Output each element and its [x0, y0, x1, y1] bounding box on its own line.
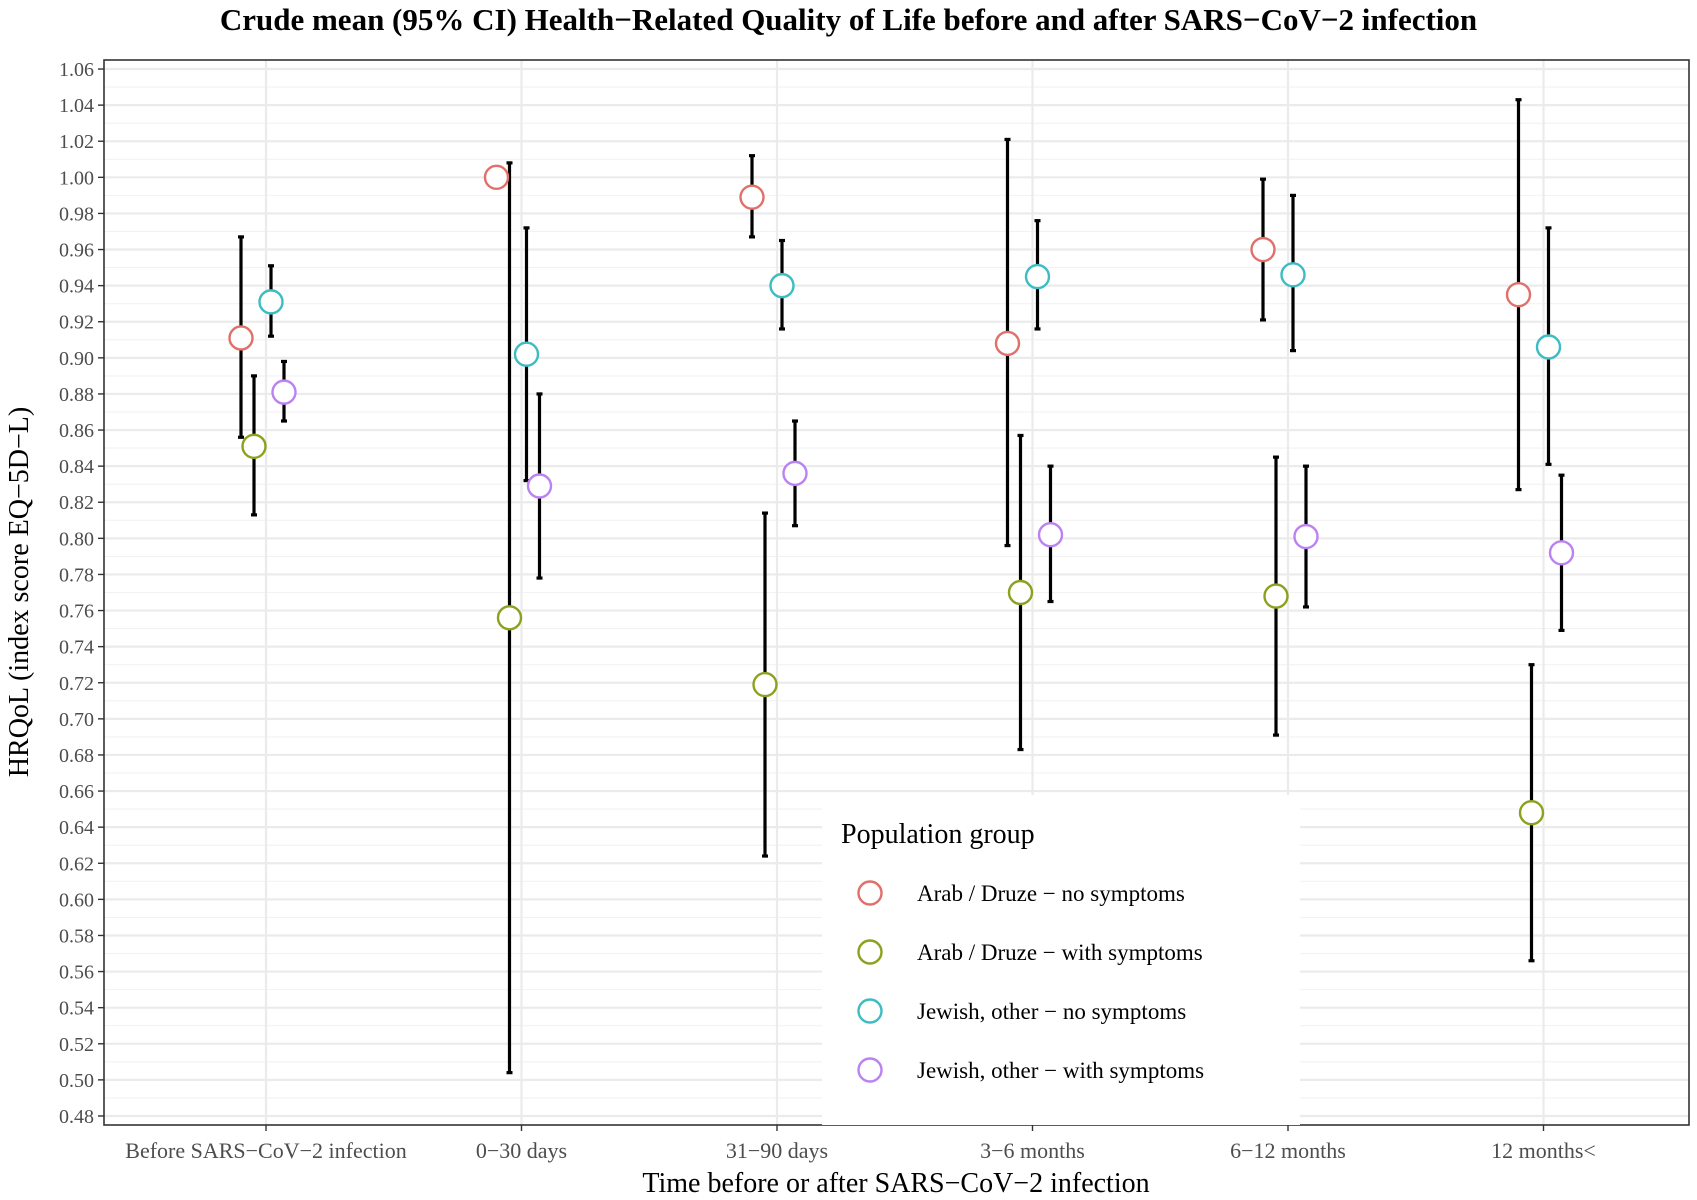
y-tick-label: 1.06 [59, 59, 94, 81]
y-tick-label: 0.54 [59, 998, 94, 1020]
x-tick-label: Before SARS−CoV−2 infection [125, 1138, 406, 1163]
data-points [228, 164, 1575, 826]
data-point [241, 433, 267, 459]
legend-key [857, 998, 883, 1024]
y-tick-label: 0.66 [59, 781, 94, 803]
data-point [1505, 281, 1532, 308]
y-tick-label: 1.02 [59, 131, 94, 153]
x-axis-title: Time before or after SARS−CoV−2 infectio… [642, 1168, 1149, 1199]
x-tick-label: 31−90 days [726, 1138, 828, 1163]
x-tick-label: 3−6 months [980, 1138, 1085, 1163]
chart-title: Crude mean (95% CI) Health−Related Quali… [219, 2, 1478, 37]
data-point [1293, 523, 1319, 550]
data-point [258, 289, 284, 315]
y-tick-label: 0.60 [59, 889, 94, 911]
legend-key [857, 880, 883, 906]
data-point [1250, 236, 1276, 263]
y-tick-label: 0.86 [59, 420, 94, 442]
data-point [1518, 800, 1545, 826]
data-point [228, 325, 254, 351]
legend-key [857, 1057, 883, 1083]
data-point [513, 341, 540, 367]
data-point [994, 330, 1021, 357]
x-tick-label: 6−12 months [1230, 1138, 1346, 1163]
data-point [782, 460, 808, 487]
data-point [1007, 579, 1034, 606]
y-tick-label: 0.94 [59, 276, 94, 298]
legend-label: Jewish, other − with symptoms [917, 1058, 1204, 1083]
legend-background [822, 795, 1300, 1125]
y-tick-label: 1.00 [59, 167, 94, 189]
data-point [1263, 583, 1289, 609]
y-tick-label: 0.72 [59, 673, 94, 695]
y-tick-label: 0.68 [59, 745, 94, 767]
y-tick-label: 0.96 [59, 240, 94, 262]
y-tick-label: 0.84 [59, 456, 94, 478]
data-point [769, 272, 795, 299]
y-tick-label: 0.64 [59, 817, 94, 839]
y-tick-label: 0.98 [59, 203, 94, 225]
y-axis: 0.48 0.50 0.52 0.54 0.56 0.58 0.60 0.62 0.64 0.66… [59, 59, 104, 1128]
data-point [752, 671, 778, 698]
y-tick-label: 0.80 [59, 528, 94, 550]
y-tick-label: 0.74 [59, 637, 94, 659]
y-tick-label: 0.70 [59, 709, 94, 731]
y-tick-label: 0.78 [59, 564, 94, 586]
data-point [1548, 540, 1575, 566]
data-point [1280, 262, 1306, 288]
data-point [1024, 263, 1051, 290]
y-tick-label: 0.92 [59, 312, 94, 334]
x-tick-label: 12 months< [1491, 1138, 1596, 1163]
x-axis: Before SARS−CoV−2 infection 0−30 days 31−9… [125, 1125, 1596, 1163]
y-tick-label: 0.56 [59, 962, 94, 984]
legend-key [857, 939, 883, 965]
legend: Population group Arab / Druze − no sympt… [822, 795, 1300, 1125]
y-tick-label: 0.76 [59, 601, 94, 623]
data-point [271, 379, 297, 405]
y-tick-label: 0.88 [59, 384, 94, 406]
data-point [496, 605, 523, 631]
x-tick-label: 0−30 days [476, 1138, 567, 1163]
data-point [1037, 522, 1064, 548]
data-point [739, 184, 765, 210]
y-tick-label: 0.52 [59, 1034, 94, 1056]
y-tick-label: 0.82 [59, 492, 94, 514]
legend-label: Jewish, other − no symptoms [917, 999, 1186, 1024]
y-tick-label: 0.48 [59, 1106, 94, 1128]
data-point [483, 164, 510, 191]
y-tick-label: 1.04 [59, 95, 94, 117]
y-axis-title: HRQoL (index score EQ−5D−L) [4, 407, 35, 777]
y-tick-label: 0.58 [59, 925, 94, 947]
legend-title: Population group [841, 819, 1035, 850]
y-tick-label: 0.62 [59, 853, 94, 875]
legend-label: Arab / Druze − with symptoms [917, 940, 1203, 965]
y-tick-label: 0.50 [59, 1070, 94, 1092]
data-point [1535, 334, 1562, 360]
data-point [526, 473, 553, 499]
legend-label: Arab / Druze − no symptoms [917, 881, 1185, 906]
y-tick-label: 0.90 [59, 348, 94, 370]
